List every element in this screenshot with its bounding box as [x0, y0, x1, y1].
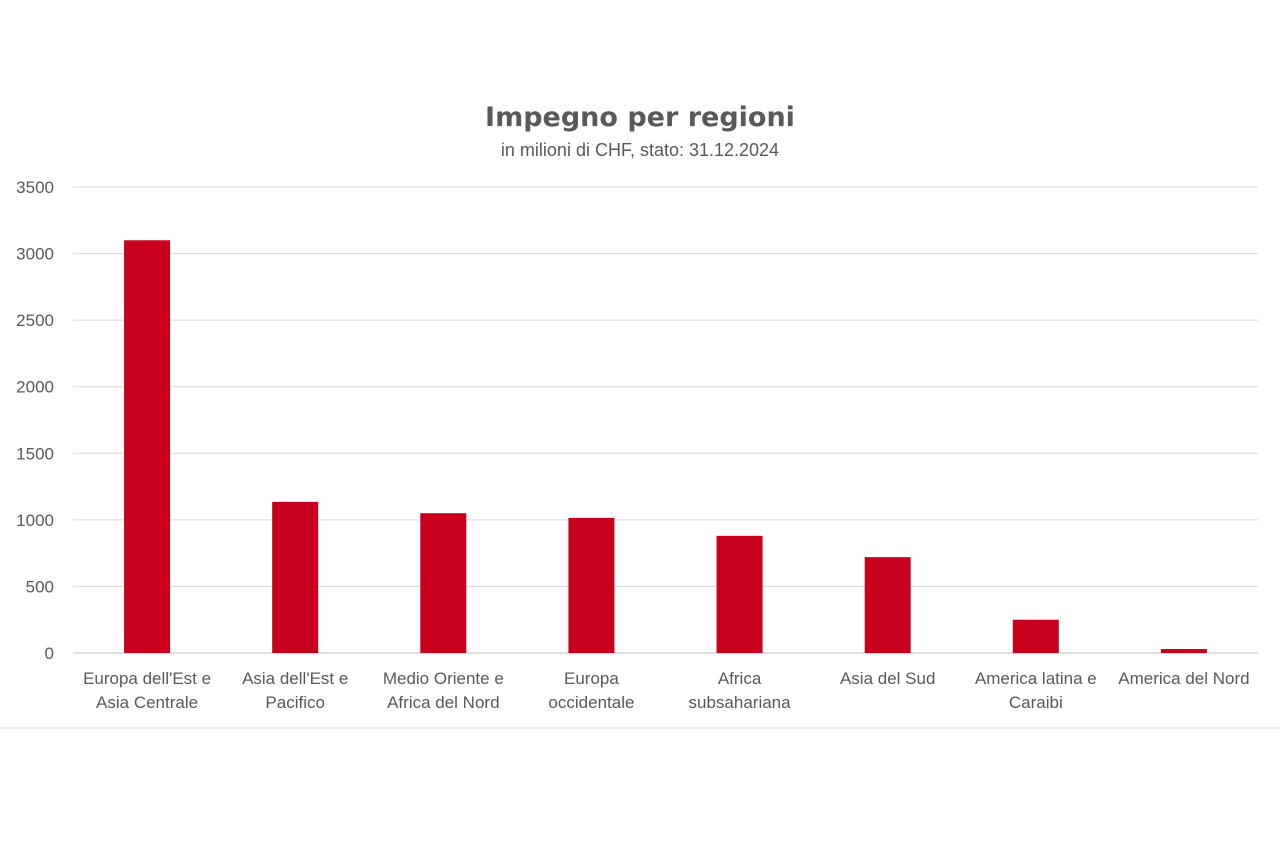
y-tick-label: 0 — [45, 644, 54, 663]
x-category-label-line: Asia dell'Est e — [242, 669, 348, 688]
y-tick-label: 3000 — [16, 245, 54, 264]
x-category-label-line: Europa dell'Est e — [83, 669, 211, 688]
y-tick-label: 1500 — [16, 444, 54, 463]
x-category-label-line: America del Nord — [1118, 669, 1249, 688]
y-tick-label: 2000 — [16, 378, 54, 397]
x-category-label: Asia dell'Est e Pacifico — [242, 669, 348, 712]
chart-title: Impegno per regioni — [485, 102, 795, 133]
x-category-label-line: Africa del Nord — [387, 693, 499, 712]
y-tick-label: 3500 — [16, 178, 54, 197]
x-axis-labels: Europa dell'Est e Asia Centrale Asia dell'… — [83, 669, 1250, 712]
x-category-label-line: subsahariana — [689, 693, 792, 712]
gridlines — [73, 186, 1258, 654]
x-category-label-line: Caraibi — [1009, 693, 1063, 712]
bar — [1012, 619, 1059, 653]
bar — [272, 501, 319, 653]
x-category-label-line: Africa — [718, 669, 762, 688]
y-axis-ticks: 0 500 1000 1500 2000 2500 3000 3500 — [16, 178, 54, 663]
bar — [716, 535, 763, 653]
x-category-label-line: Pacifico — [265, 693, 325, 712]
y-tick-label: 500 — [26, 577, 54, 596]
x-category-label: America latina e Caraibi — [975, 669, 1097, 712]
x-category-label: Europa dell'Est e Asia Centrale — [83, 669, 211, 712]
x-category-label-line: Europa — [564, 669, 619, 688]
y-tick-label: 2500 — [16, 311, 54, 330]
x-category-label-line: Asia del Sud — [840, 669, 935, 688]
x-category-label: America del Nord — [1118, 669, 1249, 688]
bars — [124, 240, 1207, 653]
bar — [864, 557, 911, 653]
x-category-label: Europa occidentale — [548, 669, 634, 712]
x-category-label: Medio Oriente e Africa del Nord — [383, 669, 504, 712]
bar — [1160, 649, 1207, 653]
x-category-label-line: America latina e — [975, 669, 1097, 688]
bar — [568, 517, 615, 653]
bar — [124, 240, 171, 653]
x-category-label: Asia del Sud — [840, 669, 935, 688]
x-category-label-line: Medio Oriente e — [383, 669, 504, 688]
x-category-label: Africa subsahariana — [689, 669, 792, 712]
y-tick-label: 1000 — [16, 511, 54, 530]
x-category-label-line: Asia Centrale — [96, 693, 198, 712]
x-category-label-line: occidentale — [548, 693, 634, 712]
chart-subtitle: in milioni di CHF, stato: 31.12.2024 — [501, 140, 779, 160]
bar — [420, 513, 467, 653]
